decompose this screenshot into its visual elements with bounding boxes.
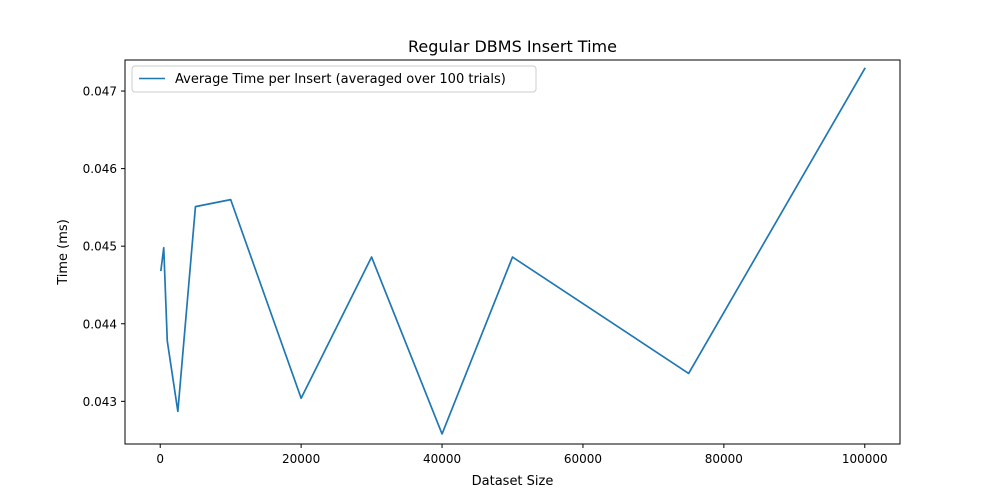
x-tick-label: 60000 <box>564 452 602 466</box>
x-tick-label: 20000 <box>282 452 320 466</box>
x-tick-label: 0 <box>156 452 164 466</box>
x-axis-label: Dataset Size <box>472 474 554 489</box>
series-line-0 <box>159 67 866 435</box>
y-axis-label: Time (ms) <box>56 219 71 286</box>
x-tick-label: 80000 <box>705 452 743 466</box>
x-tick-label: 100000 <box>842 452 888 466</box>
y-tick-label: 0.044 <box>83 317 117 331</box>
y-tick-label: 0.045 <box>83 240 117 254</box>
x-axis: 0 20000 40000 60000 80000 100000 <box>156 444 888 466</box>
y-tick-label: 0.047 <box>83 85 117 99</box>
legend: Average Time per Insert (averaged over 1… <box>131 65 537 93</box>
chart-title: Regular DBMS Insert Time <box>408 37 617 56</box>
y-tick-label: 0.043 <box>83 395 117 409</box>
y-tick-label: 0.046 <box>83 162 117 176</box>
plot-area <box>159 67 866 435</box>
y-axis: 0.043 0.044 0.045 0.046 0.047 <box>83 85 125 409</box>
legend-box <box>131 65 537 93</box>
x-tick-label: 40000 <box>423 452 461 466</box>
legend-label: Average Time per Insert (averaged over 1… <box>175 72 506 87</box>
axes-frame <box>124 59 901 445</box>
